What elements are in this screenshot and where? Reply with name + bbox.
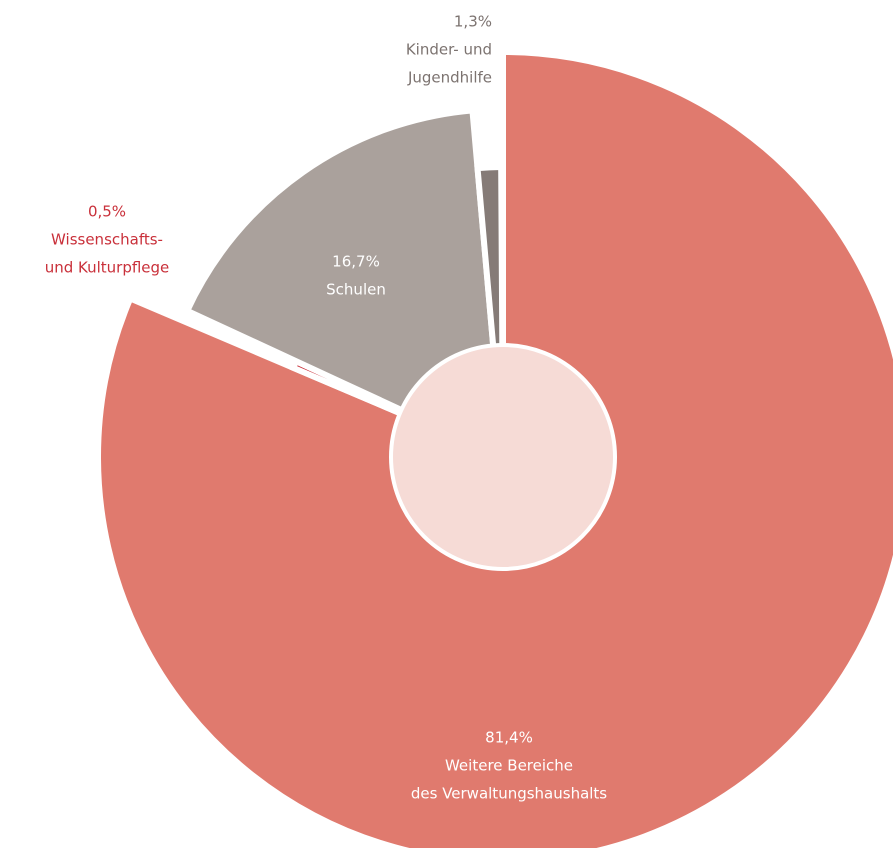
pie-slice [183,107,507,462]
category-label: Weitere Bereiche [445,757,573,775]
pie-slice [95,48,893,848]
value-label: 1,3% [454,13,492,31]
category-label: Kinder- und [406,41,492,59]
value-label: 81,4% [485,729,533,747]
center-circle [389,343,617,571]
category-label: und Kulturpflege [45,259,170,277]
value-label: 16,7% [332,253,380,271]
category-label: Wissenschafts- [51,231,163,249]
value-label: 0,5% [88,203,126,221]
category-label: des Verwaltungshaushalts [411,785,607,803]
category-label: Jugendhilfe [407,69,492,87]
category-label: Schulen [326,281,386,299]
